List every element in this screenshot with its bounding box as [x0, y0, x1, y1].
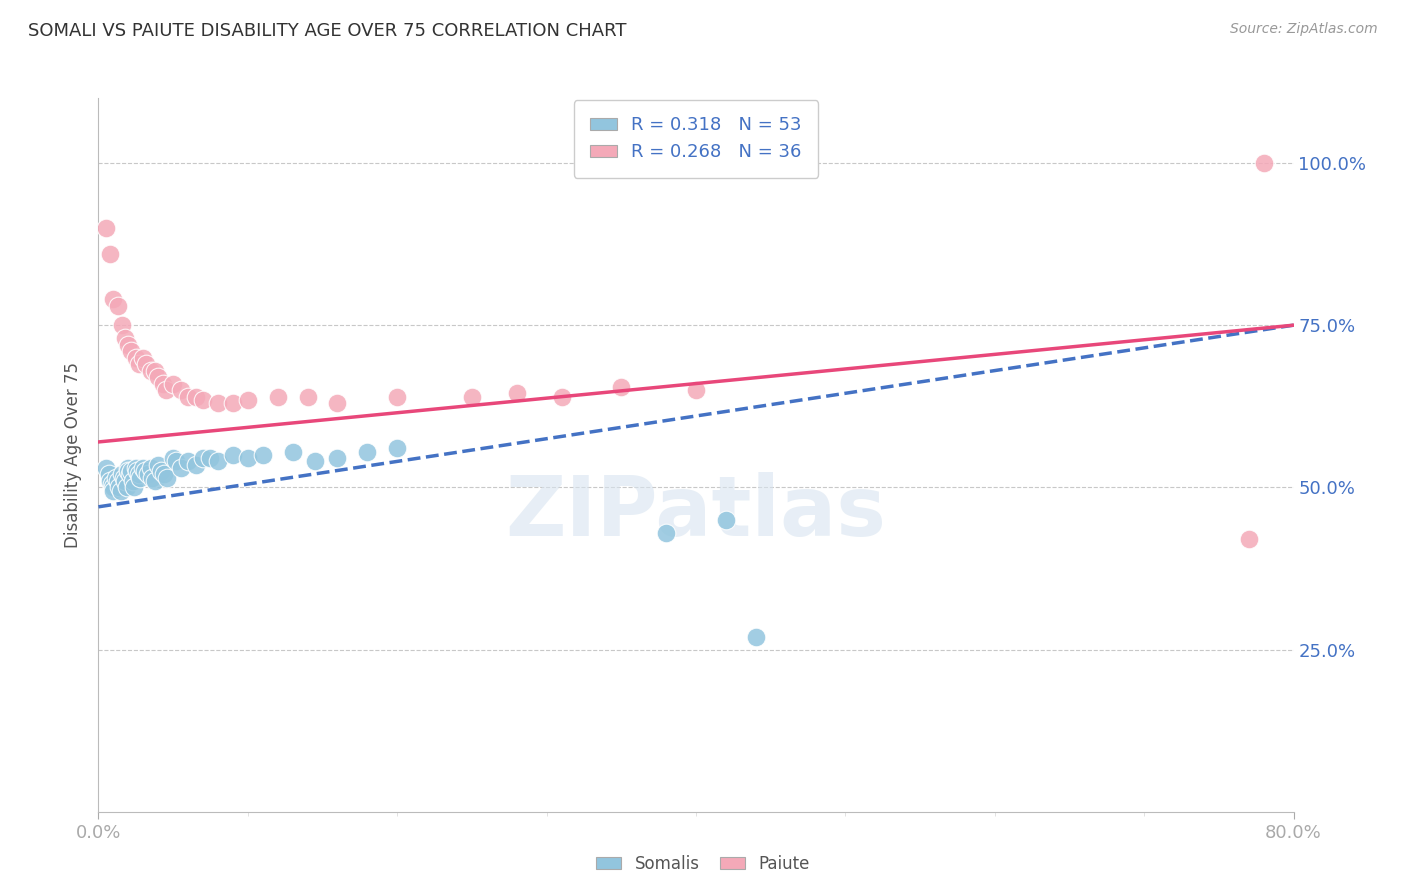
Point — [114, 331, 136, 345]
Point — [141, 470, 163, 484]
Point — [155, 383, 177, 397]
Point — [100, 474, 122, 488]
Point — [461, 390, 484, 404]
Legend: Somalis, Paiute: Somalis, Paiute — [589, 848, 817, 880]
Point — [165, 454, 187, 468]
Point — [236, 451, 259, 466]
Point — [304, 454, 326, 468]
Point — [1253, 156, 1275, 170]
Point — [139, 461, 162, 475]
Point — [222, 448, 245, 462]
Point — [120, 344, 142, 359]
Point — [191, 392, 214, 407]
Point — [125, 461, 148, 475]
Point — [148, 370, 170, 384]
Point — [655, 525, 678, 540]
Point — [111, 318, 134, 333]
Point — [267, 390, 290, 404]
Point — [94, 461, 117, 475]
Point — [121, 474, 143, 488]
Point — [114, 474, 136, 488]
Point — [207, 454, 229, 468]
Point — [135, 357, 157, 371]
Point — [169, 461, 191, 475]
Point — [297, 390, 319, 404]
Point — [117, 464, 139, 478]
Point — [103, 483, 125, 498]
Point — [118, 467, 141, 482]
Point — [103, 480, 125, 494]
Point — [143, 474, 166, 488]
Point — [356, 444, 378, 458]
Point — [184, 390, 207, 404]
Point — [162, 451, 184, 466]
Point — [714, 513, 737, 527]
Text: ZIPatlas: ZIPatlas — [506, 472, 886, 552]
Point — [169, 383, 191, 397]
Point — [326, 451, 349, 466]
Point — [150, 464, 173, 478]
Point — [177, 390, 200, 404]
Point — [143, 363, 166, 377]
Point — [550, 390, 572, 404]
Point — [139, 363, 162, 377]
Text: SOMALI VS PAIUTE DISABILITY AGE OVER 75 CORRELATION CHART: SOMALI VS PAIUTE DISABILITY AGE OVER 75 … — [28, 22, 627, 40]
Legend: R = 0.318   N = 53, R = 0.268   N = 36: R = 0.318 N = 53, R = 0.268 N = 36 — [574, 100, 818, 178]
Point — [153, 467, 176, 482]
Point — [252, 448, 274, 462]
Point — [184, 458, 207, 472]
Y-axis label: Disability Age Over 75: Disability Age Over 75 — [65, 362, 83, 548]
Point — [115, 480, 138, 494]
Point — [134, 464, 156, 478]
Point — [117, 337, 139, 351]
Point — [162, 376, 184, 391]
Point — [200, 451, 222, 466]
Point — [107, 299, 129, 313]
Point — [108, 480, 131, 494]
Point — [506, 386, 529, 401]
Point — [207, 396, 229, 410]
Point — [127, 464, 149, 478]
Point — [105, 470, 128, 484]
Point — [132, 351, 155, 365]
Point — [125, 351, 148, 365]
Point — [101, 477, 124, 491]
Point — [385, 390, 409, 404]
Point — [103, 292, 125, 306]
Point — [326, 396, 349, 410]
Point — [136, 467, 159, 482]
Point — [177, 454, 200, 468]
Point — [129, 470, 152, 484]
Point — [107, 474, 129, 488]
Point — [148, 458, 170, 472]
Point — [191, 451, 214, 466]
Point — [156, 470, 179, 484]
Point — [152, 376, 174, 391]
Point — [117, 461, 139, 475]
Point — [97, 467, 120, 482]
Point — [222, 396, 245, 410]
Point — [128, 467, 150, 482]
Point — [610, 380, 633, 394]
Point — [112, 470, 135, 484]
Point — [110, 483, 132, 498]
Point — [1237, 533, 1260, 547]
Point — [132, 461, 155, 475]
Point — [128, 357, 150, 371]
Text: Source: ZipAtlas.com: Source: ZipAtlas.com — [1230, 22, 1378, 37]
Point — [94, 220, 117, 235]
Point — [120, 464, 142, 478]
Point — [685, 383, 707, 397]
Point — [236, 392, 259, 407]
Point — [745, 630, 768, 644]
Point — [124, 480, 146, 494]
Point — [111, 467, 134, 482]
Point — [100, 247, 122, 261]
Point — [385, 442, 409, 456]
Point — [281, 444, 304, 458]
